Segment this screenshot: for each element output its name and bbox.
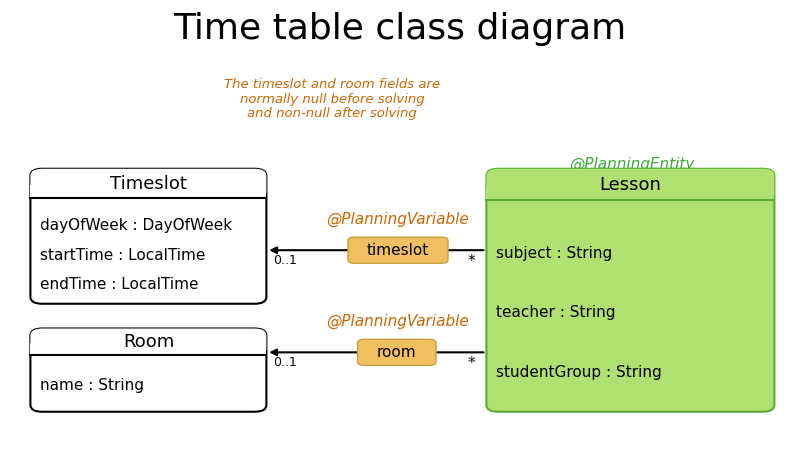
FancyBboxPatch shape	[486, 169, 774, 200]
Text: endTime : LocalTime: endTime : LocalTime	[40, 277, 198, 292]
FancyBboxPatch shape	[30, 328, 266, 355]
Text: name : String: name : String	[40, 378, 144, 393]
Text: Timeslot: Timeslot	[110, 175, 187, 193]
Text: *: *	[467, 356, 475, 371]
Text: *: *	[467, 254, 475, 269]
Text: startTime : LocalTime: startTime : LocalTime	[40, 248, 206, 263]
FancyBboxPatch shape	[30, 328, 266, 412]
Text: teacher : String: teacher : String	[496, 305, 615, 320]
Text: @PlanningVariable: @PlanningVariable	[326, 212, 469, 227]
Text: 0..1: 0..1	[274, 254, 298, 267]
Bar	[30, 185, 266, 198]
FancyBboxPatch shape	[30, 169, 266, 304]
Bar	[30, 343, 266, 355]
Text: 0..1: 0..1	[274, 356, 298, 369]
Text: @PlanningVariable: @PlanningVariable	[326, 314, 469, 329]
FancyBboxPatch shape	[348, 237, 448, 263]
Text: @PlanningEntity: @PlanningEntity	[570, 157, 694, 172]
Text: Time table class diagram: Time table class diagram	[174, 12, 626, 46]
Text: Lesson: Lesson	[599, 176, 662, 194]
FancyBboxPatch shape	[358, 339, 436, 365]
Bar	[486, 186, 774, 200]
Text: Room: Room	[122, 333, 174, 351]
Text: room: room	[377, 345, 417, 360]
Text: studentGroup : String: studentGroup : String	[496, 364, 662, 379]
Text: timeslot: timeslot	[367, 243, 429, 258]
Text: The timeslot and room fields are
normally null before solving
and non-null after: The timeslot and room fields are normall…	[224, 77, 440, 121]
FancyBboxPatch shape	[30, 169, 266, 198]
Text: dayOfWeek : DayOfWeek: dayOfWeek : DayOfWeek	[40, 218, 232, 234]
Text: subject : String: subject : String	[496, 246, 612, 261]
FancyBboxPatch shape	[486, 169, 774, 412]
